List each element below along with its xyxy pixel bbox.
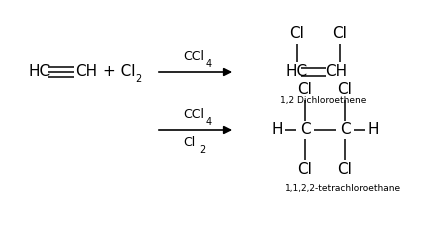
Text: 4: 4 xyxy=(206,59,212,69)
Text: CCl: CCl xyxy=(183,50,205,62)
Text: HC: HC xyxy=(28,64,50,80)
Text: + Cl: + Cl xyxy=(103,64,135,80)
Text: C: C xyxy=(340,122,350,138)
Text: Cl: Cl xyxy=(337,162,353,178)
Text: Cl: Cl xyxy=(297,82,313,98)
Text: C: C xyxy=(300,122,310,138)
Text: 2: 2 xyxy=(199,145,206,155)
Text: 1,1,2,2-tetrachloroethane: 1,1,2,2-tetrachloroethane xyxy=(285,184,401,192)
Text: HC: HC xyxy=(285,64,307,80)
Text: 4: 4 xyxy=(206,117,212,127)
Text: Cl: Cl xyxy=(183,136,196,148)
Text: CCl: CCl xyxy=(183,108,205,120)
Text: Cl: Cl xyxy=(337,82,353,98)
Text: CH: CH xyxy=(75,64,97,80)
Text: Cl: Cl xyxy=(333,26,348,42)
Text: CH: CH xyxy=(325,64,347,80)
Text: H: H xyxy=(271,122,283,138)
Text: 1,2 Dichloroethene: 1,2 Dichloroethene xyxy=(280,96,366,104)
Text: H: H xyxy=(367,122,379,138)
Text: 2: 2 xyxy=(135,74,141,84)
Text: Cl: Cl xyxy=(297,162,313,178)
Text: Cl: Cl xyxy=(289,26,305,42)
